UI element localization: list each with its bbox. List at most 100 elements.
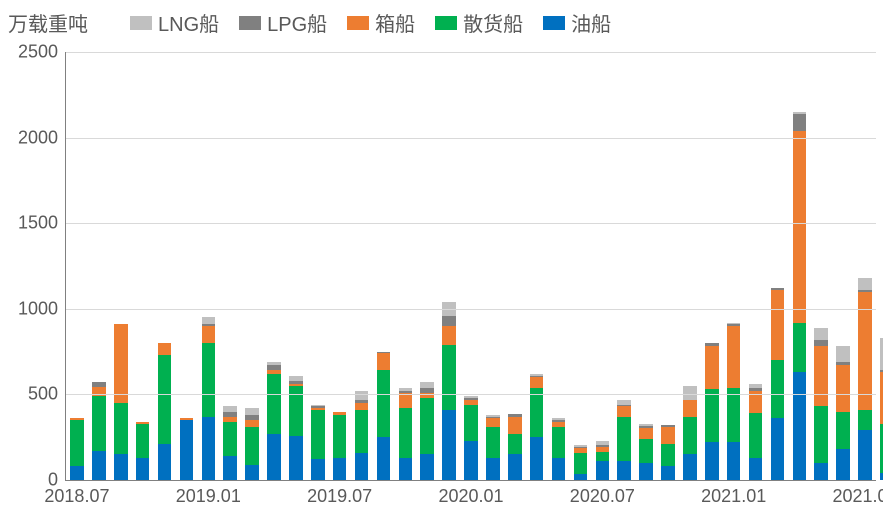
bar-segment-lpg [267, 365, 281, 370]
x-tick-label: 2021.07 [833, 486, 883, 507]
bar-segment-lpg [223, 412, 237, 417]
bar-segment-lng [399, 388, 413, 391]
y-tick-label: 500 [28, 384, 58, 405]
bar-segment-bulk [202, 343, 216, 417]
bar-segment-lng [464, 396, 478, 398]
bar-segment-lng [836, 346, 850, 361]
bar-segment-lpg [617, 405, 631, 407]
bar-segment-bulk [617, 417, 631, 462]
bar-segment-oil [245, 465, 259, 480]
bar-segment-oil [420, 454, 434, 480]
bar-segment-bulk [574, 453, 588, 474]
bar-segment-bulk [508, 434, 522, 455]
bar-segment-box [705, 346, 719, 389]
bar-segment-box [793, 131, 807, 323]
bar-segment-box [377, 353, 391, 370]
bar-segment-oil [530, 437, 544, 480]
bar-segment-oil [267, 434, 281, 480]
gridline [66, 309, 876, 310]
bar-segment-oil [442, 410, 456, 480]
bar-segment-bulk [814, 406, 828, 462]
bar-segment-box [267, 370, 281, 373]
bar-segment-lpg [399, 391, 413, 393]
bar-segment-box [333, 412, 347, 415]
bar-segment-lng [574, 445, 588, 447]
bar-segment-lpg [552, 420, 566, 422]
bar-segment-box [683, 400, 697, 417]
bar-segment-oil [617, 461, 631, 480]
bar-segment-bulk [442, 345, 456, 410]
bar-segment-oil [92, 451, 106, 480]
bar-segment-lpg [530, 376, 544, 378]
bar-segment-lng [617, 400, 631, 405]
bar-segment-box [508, 417, 522, 434]
bar-segment-bulk [70, 420, 84, 466]
bar-segment-box [442, 326, 456, 345]
bar-segment-oil [464, 441, 478, 480]
bar-segment-lng [639, 424, 653, 426]
bar-segment-lpg [289, 381, 303, 384]
bar-segment-box [136, 422, 150, 424]
bar-segment-oil [223, 456, 237, 480]
bar-segment-bulk [267, 374, 281, 434]
bar-segment-oil [727, 442, 741, 480]
bar-segment-oil [705, 442, 719, 480]
legend-item: 油船 [543, 8, 611, 37]
legend-item: 箱船 [347, 8, 415, 37]
legend: LNG船LPG船箱船散货船油船 [130, 8, 611, 37]
bar-segment-bulk [289, 386, 303, 436]
bars-layer [66, 52, 876, 480]
x-tick-label: 2019.07 [307, 486, 372, 507]
bar-segment-lng [814, 328, 828, 340]
bar-segment-box [836, 365, 850, 411]
bar-segment-lpg [420, 388, 434, 393]
bar-segment-lpg [727, 324, 741, 326]
bar-segment-lpg [836, 362, 850, 365]
bar-segment-box [639, 428, 653, 439]
bar-segment-oil [158, 444, 172, 480]
bar-segment-bulk [399, 408, 413, 458]
bar-segment-lng [420, 382, 434, 387]
bar-segment-lng [683, 386, 697, 400]
bar-segment-bulk [596, 452, 610, 461]
bar-segment-oil [70, 466, 84, 480]
x-tick-label: 2018.07 [44, 486, 109, 507]
legend-label: LNG船 [158, 8, 219, 37]
bar-segment-lng [749, 384, 763, 387]
bar-segment-box [617, 406, 631, 416]
bar-segment-box [158, 343, 172, 355]
bar-segment-oil [114, 454, 128, 480]
bar-segment-bulk [771, 360, 785, 418]
bar-segment-lpg [464, 398, 478, 400]
legend-swatch [239, 16, 261, 30]
bar-segment-box [180, 418, 194, 421]
bar-segment-oil [180, 420, 194, 480]
bar-segment-bulk [420, 398, 434, 454]
bar-segment-box [245, 420, 259, 427]
bar-segment-oil [661, 466, 675, 480]
bar-segment-bulk [333, 415, 347, 458]
x-tick-label: 2020.07 [570, 486, 635, 507]
bar-segment-lng [858, 278, 872, 290]
bar-segment-bulk [749, 413, 763, 458]
bar-segment-oil [683, 454, 697, 480]
bar-segment-box [311, 408, 325, 410]
gridline [66, 52, 876, 53]
gridline [66, 223, 876, 224]
legend-label: 散货船 [463, 8, 523, 37]
bar-segment-oil [377, 437, 391, 480]
bar-segment-bulk [552, 427, 566, 458]
bar-segment-box [464, 400, 478, 405]
legend-label: 箱船 [375, 8, 415, 37]
legend-label: 油船 [571, 8, 611, 37]
bar-segment-oil [311, 459, 325, 480]
bar-segment-oil [793, 372, 807, 480]
legend-swatch [543, 16, 565, 30]
bar-segment-oil [399, 458, 413, 480]
x-tick-label: 2020.01 [438, 486, 503, 507]
bar-segment-oil [202, 417, 216, 480]
bar-segment-box [771, 290, 785, 360]
bar-segment-bulk [464, 405, 478, 441]
y-tick-label: 2000 [18, 127, 58, 148]
bar-segment-lpg [311, 406, 325, 408]
